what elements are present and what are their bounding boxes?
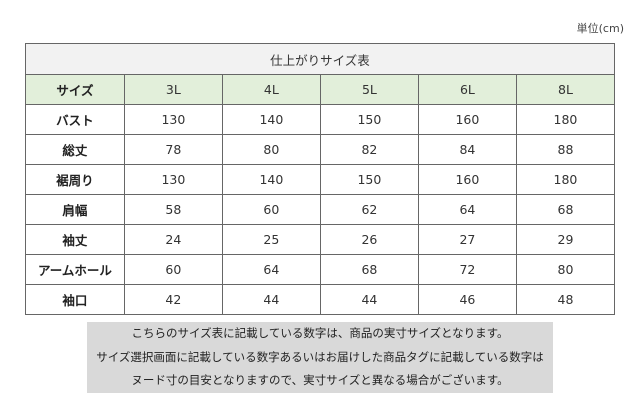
size-table: 仕上がりサイズ表 サイズ 3L 4L 5L 6L 8L バスト 130 140 150 160 180 総…	[25, 43, 616, 315]
value-cell: 64	[221, 254, 321, 285]
table-row: 袖丈 24 25 26 27 29	[25, 224, 616, 255]
row-label: 肩幅	[25, 194, 125, 225]
unit-label: 単位(cm)	[576, 22, 624, 35]
value-cell: 80	[221, 134, 321, 165]
table-row: アームホール 60 64 68 72 80	[25, 254, 616, 285]
value-cell: 84	[417, 134, 517, 165]
value-cell: 27	[417, 224, 517, 255]
row-label: 袖丈	[25, 224, 125, 255]
value-cell: 180	[515, 104, 616, 135]
size-note: こちらのサイズ表に記載している数字は、商品の実寸サイズとなります。 サイズ選択画…	[87, 322, 553, 393]
value-cell: 68	[319, 254, 419, 285]
note-line: ヌード寸の目安となりますので、実寸サイズと異なる場合がございます。	[131, 373, 509, 387]
value-cell: 80	[515, 254, 616, 285]
table-row: 総丈 78 80 82 84 88	[25, 134, 616, 165]
header-cell: 8L	[515, 74, 616, 105]
table-title-row: 仕上がりサイズ表	[25, 43, 615, 75]
value-cell: 68	[515, 194, 616, 225]
value-cell: 140	[221, 164, 321, 195]
value-cell: 25	[221, 224, 321, 255]
value-cell: 64	[417, 194, 517, 225]
row-label: 袖口	[25, 284, 125, 315]
value-cell: 48	[515, 284, 616, 315]
value-cell: 160	[417, 164, 517, 195]
table-row: バスト 130 140 150 160 180	[25, 104, 616, 135]
value-cell: 44	[221, 284, 321, 315]
value-cell: 42	[123, 284, 223, 315]
table-row: 肩幅 58 60 62 64 68	[25, 194, 616, 225]
value-cell: 150	[319, 104, 419, 135]
header-cell: サイズ	[25, 74, 125, 105]
row-label: アームホール	[25, 254, 125, 285]
value-cell: 180	[515, 164, 616, 195]
row-label: 総丈	[25, 134, 125, 165]
note-line: こちらのサイズ表に記載している数字は、商品の実寸サイズとなります。	[131, 326, 509, 340]
value-cell: 46	[417, 284, 517, 315]
row-label: バスト	[25, 104, 125, 135]
value-cell: 24	[123, 224, 223, 255]
value-cell: 160	[417, 104, 517, 135]
value-cell: 150	[319, 164, 419, 195]
header-cell: 4L	[221, 74, 321, 105]
value-cell: 26	[319, 224, 419, 255]
value-cell: 62	[319, 194, 419, 225]
note-line: サイズ選択画面に記載している数字あるいはお届けした商品タグに記載している数字は	[96, 349, 544, 364]
row-label: 裾周り	[25, 164, 125, 195]
value-cell: 58	[123, 194, 223, 225]
value-cell: 88	[515, 134, 616, 165]
header-cell: 3L	[123, 74, 223, 105]
value-cell: 82	[319, 134, 419, 165]
value-cell: 78	[123, 134, 223, 165]
value-cell: 130	[123, 104, 223, 135]
header-cell: 5L	[319, 74, 419, 105]
table-row: 裾周り 130 140 150 160 180	[25, 164, 616, 195]
table-title: 仕上がりサイズ表	[25, 43, 615, 75]
value-cell: 60	[123, 254, 223, 285]
value-cell: 60	[221, 194, 321, 225]
header-cell: 6L	[417, 74, 517, 105]
value-cell: 44	[319, 284, 419, 315]
table-row: 袖口 42 44 44 46 48	[25, 284, 616, 315]
table-header-row: サイズ 3L 4L 5L 6L 8L	[25, 74, 616, 105]
value-cell: 72	[417, 254, 517, 285]
value-cell: 130	[123, 164, 223, 195]
value-cell: 140	[221, 104, 321, 135]
value-cell: 29	[515, 224, 616, 255]
